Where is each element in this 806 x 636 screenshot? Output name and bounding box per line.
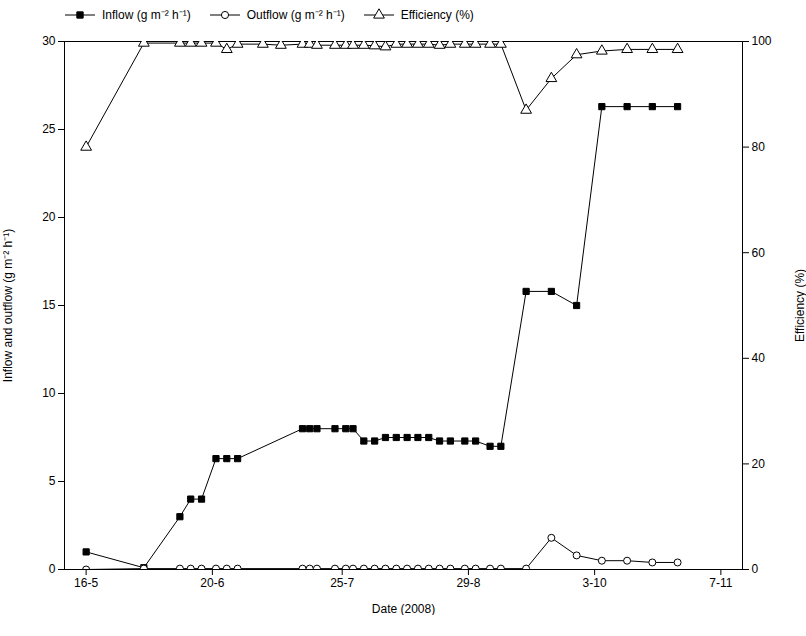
svg-text:20-6: 20-6 [200,576,224,590]
svg-text:3-10: 3-10 [583,576,607,590]
svg-text:10: 10 [42,386,56,400]
svg-text:100: 100 [752,34,772,48]
svg-text:16-5: 16-5 [74,576,98,590]
svg-text:Inflow and outflow (g m⁻² h⁻¹): Inflow and outflow (g m⁻² h⁻¹) [1,229,15,382]
svg-text:25: 25 [42,122,56,136]
svg-text:Date (2008): Date (2008) [372,602,435,616]
svg-text:29-8: 29-8 [456,576,480,590]
svg-text:20: 20 [42,210,56,224]
svg-text:40: 40 [752,351,766,365]
svg-text:0: 0 [49,562,56,576]
svg-text:25-7: 25-7 [330,576,354,590]
svg-text:7-11: 7-11 [709,576,732,590]
svg-text:60: 60 [752,246,766,260]
html-text:Outflow (g m⁻² h⁻¹): Outflow (g m⁻² h⁻¹) [246,8,345,22]
svg-text:15: 15 [42,298,56,312]
svg-text:20: 20 [752,457,766,471]
html-text:Inflow (g m⁻² h⁻¹): Inflow (g m⁻² h⁻¹) [102,8,191,22]
html-text:Efficiency (%): Efficiency (%) [400,7,474,22]
svg-text:0: 0 [752,562,759,576]
svg-text:30: 30 [42,34,56,48]
svg-text:80: 80 [752,140,766,154]
svg-text:5: 5 [49,474,56,488]
svg-text:Efficiency (%): Efficiency (%) [793,269,806,342]
